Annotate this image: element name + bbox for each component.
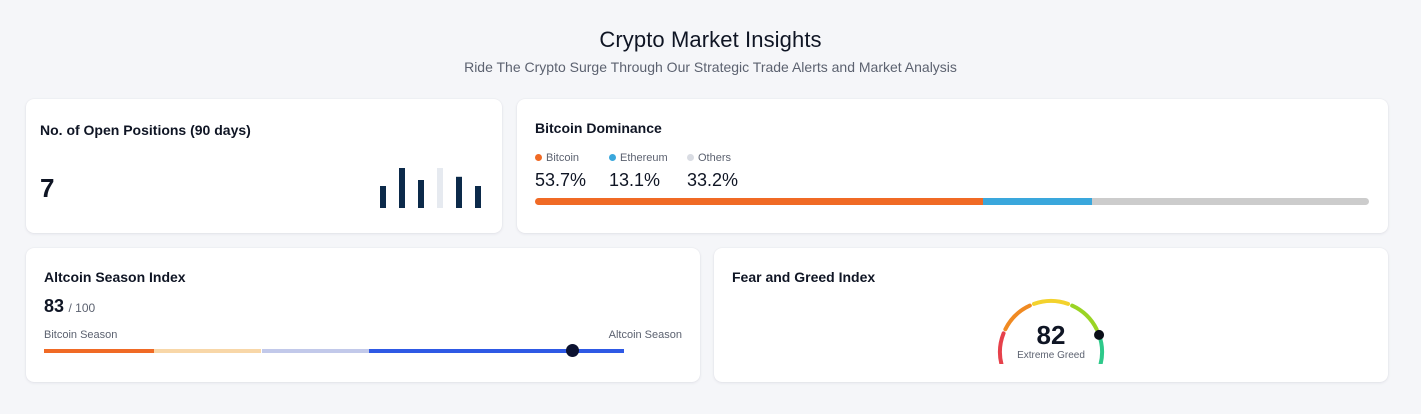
mini-chart-bar [437, 168, 443, 208]
legend-others-label: Others [698, 152, 732, 164]
legend-ethereum-label: Ethereum [620, 152, 668, 164]
altcoin-season-title: Altcoin Season Index [44, 269, 186, 285]
gauge-indicator [1094, 329, 1105, 340]
page-subtitle: Ride The Crypto Surge Through Our Strate… [464, 59, 957, 75]
altcoin-season-segment [44, 349, 155, 353]
open-positions-title: No. of Open Positions (90 days) [40, 122, 251, 138]
legend-others: Others [687, 152, 731, 164]
dominance-segment-bitcoin [535, 198, 983, 205]
altcoin-season-segment [154, 349, 262, 353]
legend-bitcoin: Bitcoin [535, 152, 579, 164]
altcoin-season-track [44, 344, 624, 357]
dominance-bar [535, 198, 1369, 205]
bitcoin-dot-icon [535, 154, 542, 161]
gauge-arc-segment [1031, 299, 1071, 306]
bitcoin-share-value: 53.7% [535, 170, 587, 190]
gauge-arc-segment [1003, 303, 1032, 332]
bitcoin-dominance-title: Bitcoin Dominance [535, 120, 662, 136]
mini-chart-bar [380, 186, 386, 208]
ethereum-share-value: 13.1% [609, 170, 661, 190]
altcoin-season-card: Altcoin Season Index 83 / 100 Bitcoin Se… [26, 248, 700, 382]
legend-bitcoin-label: Bitcoin [546, 152, 580, 164]
fear-greed-title: Fear and Greed Index [732, 269, 876, 285]
altcoin-season-segment [368, 349, 624, 353]
legend-ethereum: Ethereum [609, 152, 668, 164]
fear-greed-gauge [998, 299, 1105, 364]
altcoin-season-segment [261, 349, 369, 353]
open-positions-value: 7 [40, 173, 55, 203]
altcoin-index-max: / 100 [68, 301, 96, 315]
others-share-value: 33.2% [687, 170, 739, 190]
mini-chart-bar [418, 180, 424, 208]
mini-chart-bar [399, 168, 405, 208]
mini-chart-bar [475, 186, 481, 208]
page-title: Crypto Market Insights [599, 27, 822, 52]
bitcoin-season-label: Bitcoin Season [44, 329, 118, 341]
altcoin-season-indicator [565, 344, 579, 357]
dominance-segment-others [1092, 198, 1369, 205]
bitcoin-dominance-card: Bitcoin Dominance Bitcoin Ethereum Other… [517, 99, 1388, 233]
altcoin-season-label: Altcoin Season [608, 329, 682, 341]
fear-greed-label: Extreme Greed [1017, 350, 1085, 361]
dominance-segment-ethereum [982, 198, 1093, 205]
fear-greed-value: 82 [1036, 320, 1066, 350]
open-positions-card: No. of Open Positions (90 days) 7 [26, 99, 502, 233]
open-positions-mini-chart [380, 168, 481, 208]
others-dot-icon [687, 154, 694, 161]
gauge-arc-segment [998, 331, 1006, 364]
gauge-arc-segment [1070, 303, 1099, 332]
mini-chart-bar [456, 176, 462, 208]
page-header: Crypto Market Insights Ride The Crypto S… [0, 27, 1421, 75]
altcoin-index-value: 83 [44, 296, 65, 316]
fear-greed-card: Fear and Greed Index 82 Extreme Greed [714, 248, 1388, 382]
ethereum-dot-icon [609, 154, 616, 161]
altcoin-season-value: 83 / 100 [44, 296, 95, 317]
